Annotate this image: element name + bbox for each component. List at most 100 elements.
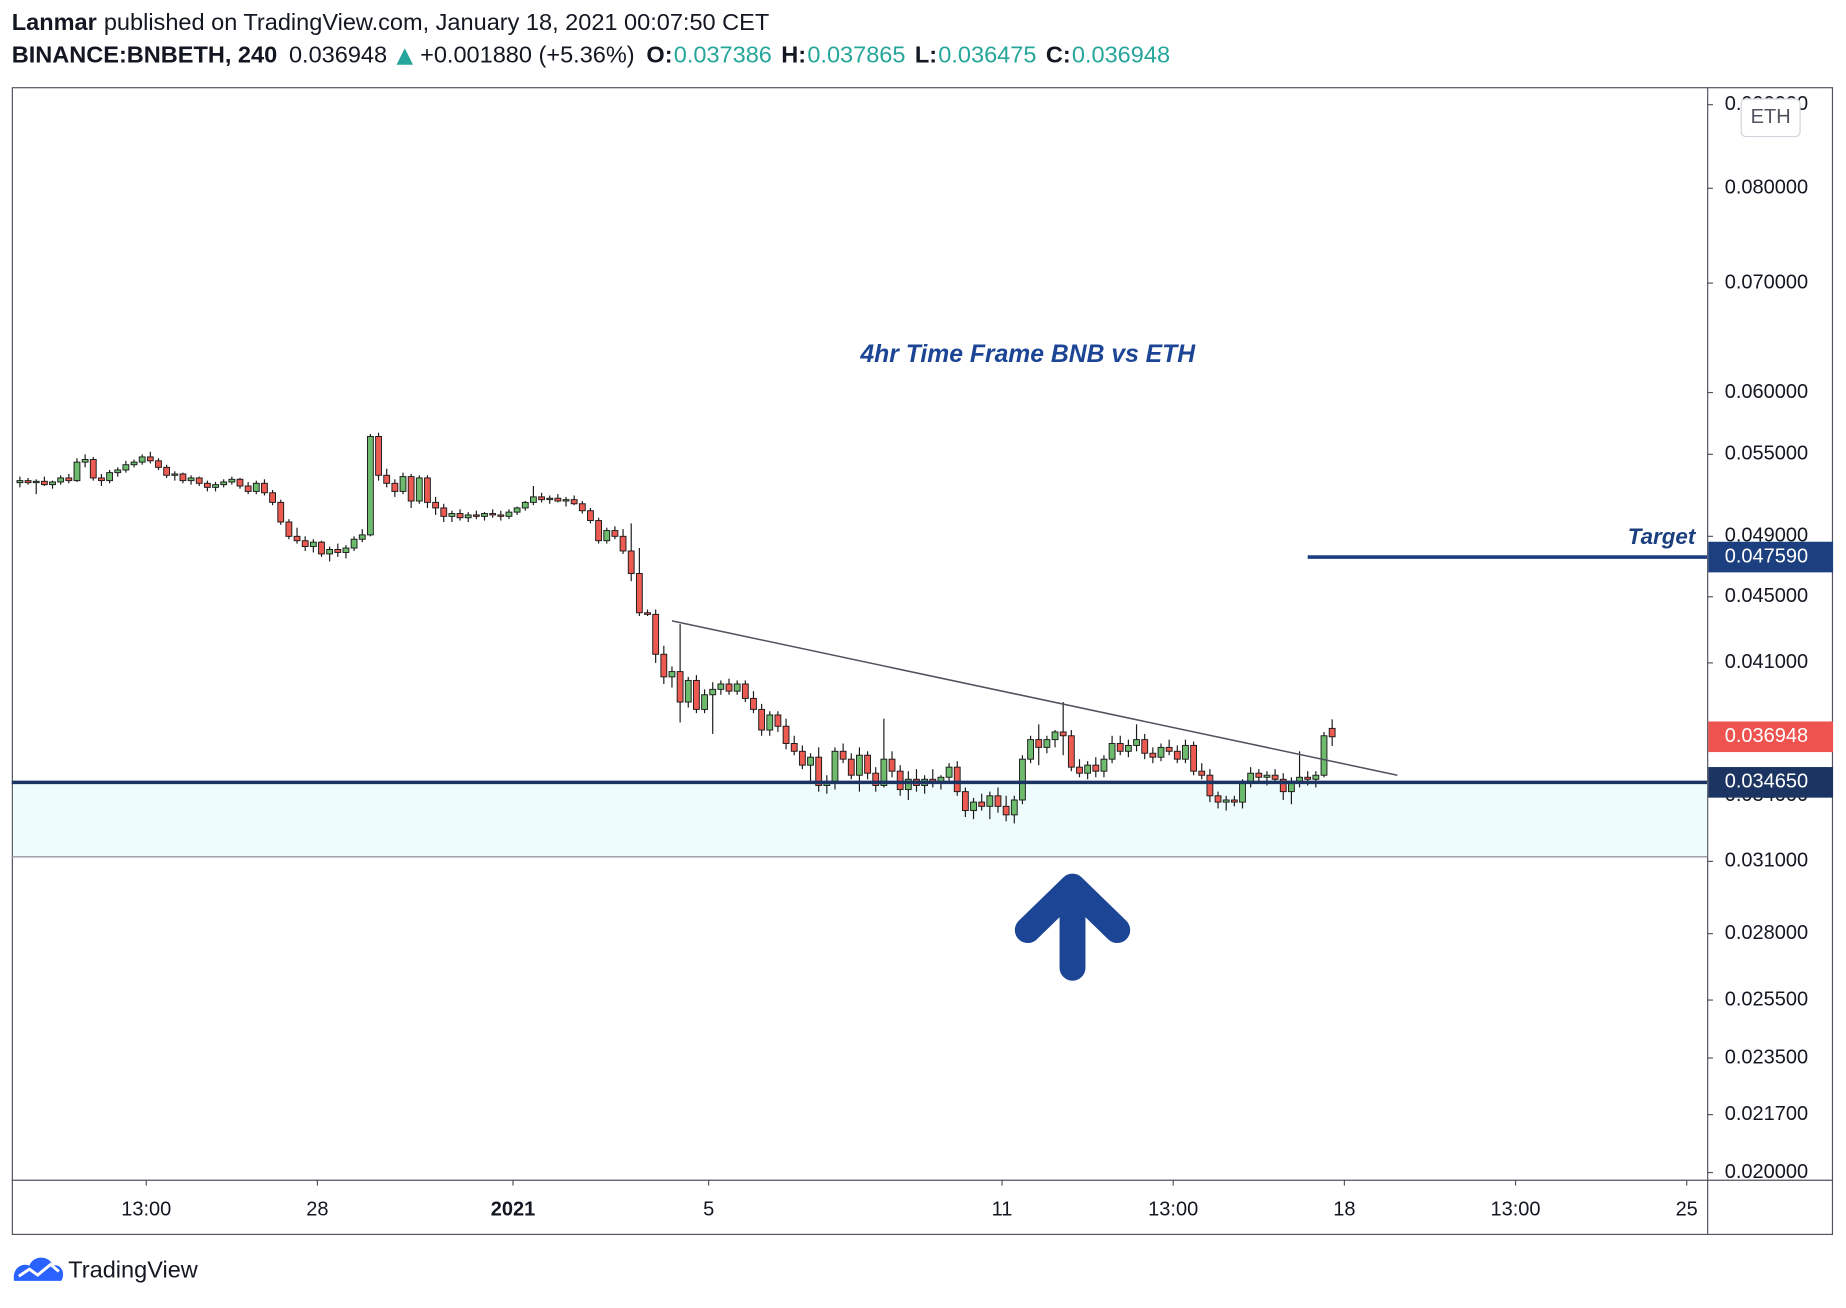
- candle-body: [1255, 772, 1263, 778]
- candle-body: [65, 477, 73, 482]
- candle-body: [1230, 799, 1238, 803]
- ohlc-key: C:: [1046, 42, 1071, 68]
- candle-body: [1124, 744, 1132, 752]
- candle-body: [106, 472, 113, 482]
- candle-body: [244, 485, 252, 492]
- candle-body: [366, 436, 374, 536]
- candle-body: [269, 492, 276, 503]
- candle-body: [89, 459, 97, 479]
- candle-body: [98, 477, 105, 482]
- candle-body: [888, 758, 896, 772]
- candle-body: [807, 756, 814, 766]
- candle-body: [603, 530, 611, 542]
- candle-body: [595, 520, 603, 542]
- candle-body: [1067, 735, 1075, 768]
- candle-body: [1173, 750, 1181, 760]
- y-tick-label: 0.031000: [1725, 850, 1808, 872]
- candle-body: [122, 464, 130, 471]
- change-arrow: [396, 48, 414, 65]
- x-tick-label: 13:00: [1491, 1199, 1541, 1221]
- currency-badge: [1740, 98, 1801, 138]
- candle-body: [1263, 774, 1271, 778]
- candle-body: [896, 770, 904, 791]
- y-tick-label: 0.020000: [1725, 1161, 1808, 1183]
- candle-body: [1084, 764, 1092, 774]
- candle-body: [1010, 799, 1018, 816]
- ohlc-key: H:: [781, 42, 806, 68]
- candle-body: [1239, 782, 1246, 803]
- candle-body: [334, 549, 342, 553]
- candle-body: [961, 791, 969, 812]
- candle-body: [1076, 766, 1083, 774]
- up-arrow: [1014, 873, 1131, 981]
- candle-body: [1027, 739, 1034, 760]
- candle-body: [1051, 731, 1059, 741]
- candle-body: [758, 708, 766, 731]
- candle-body: [676, 671, 684, 703]
- candle-body: [481, 513, 488, 517]
- candle-body: [1304, 776, 1312, 780]
- candle-body: [1116, 743, 1124, 752]
- candle-body: [1108, 743, 1116, 760]
- candle-body: [872, 772, 880, 786]
- candle-body: [505, 511, 513, 517]
- candle-body: [1043, 739, 1051, 748]
- candle-body: [236, 478, 244, 487]
- candle-body: [228, 478, 236, 483]
- candle-body: [839, 750, 847, 760]
- candle-body: [790, 743, 798, 752]
- brand-logo: [13, 1257, 64, 1281]
- candle-body: [1198, 770, 1206, 776]
- y-tick-label: 0.025500: [1725, 988, 1808, 1010]
- candle-body: [24, 480, 32, 484]
- candle-body: [1222, 799, 1230, 803]
- candle-body: [530, 496, 537, 503]
- candle-body: [138, 456, 146, 463]
- candle-body: [146, 456, 154, 462]
- candle-body: [750, 697, 757, 710]
- y-tick-label: 0.021700: [1725, 1103, 1808, 1125]
- candle-body: [570, 499, 578, 505]
- candle-body: [187, 477, 195, 482]
- candle-body: [627, 550, 635, 574]
- ohlc-value: 0.037386: [674, 42, 772, 68]
- candle-body: [309, 541, 317, 548]
- author: Lanmar: [12, 9, 97, 35]
- ohlc-value: 0.037865: [807, 42, 905, 68]
- candle-body: [49, 481, 56, 486]
- candles-layer: [16, 432, 1336, 824]
- y-tick-label: 0.080000: [1725, 177, 1808, 199]
- support-price-label-bg: [1708, 767, 1834, 798]
- candle-body: [448, 513, 456, 517]
- x-tick-label: 13:00: [1148, 1199, 1198, 1221]
- candle-body: [1206, 774, 1214, 797]
- candle-body: [277, 501, 285, 523]
- candle-body: [635, 573, 643, 614]
- candle-body: [652, 613, 660, 655]
- candle-body: [1165, 746, 1173, 752]
- candle-body: [195, 477, 203, 484]
- x-tick-label: 5: [703, 1199, 714, 1221]
- y-tick-label: 0.055000: [1725, 443, 1808, 465]
- candle-body: [1019, 758, 1026, 801]
- candle-body: [741, 683, 749, 699]
- candle-body: [668, 671, 676, 678]
- candle-body: [978, 801, 986, 807]
- published-info: published on TradingView.com, January 18…: [104, 9, 769, 35]
- candle-body: [1157, 746, 1165, 758]
- y-tick-label: 0.045000: [1725, 585, 1808, 607]
- target-price-label: 0.047590: [1725, 545, 1808, 567]
- overlay-layer: Lanmar published on TradingView.com, Janu…: [12, 9, 1834, 1221]
- candle-body: [693, 679, 700, 710]
- candle-body: [32, 480, 40, 484]
- zone-layer: [11, 782, 1708, 858]
- candle-body: [953, 766, 961, 793]
- candle-body: [684, 679, 692, 703]
- candle-body: [179, 473, 187, 482]
- candle-body: [407, 476, 415, 502]
- candle-body: [660, 653, 668, 678]
- candle-body: [847, 758, 855, 776]
- support-zone: [12, 782, 1708, 857]
